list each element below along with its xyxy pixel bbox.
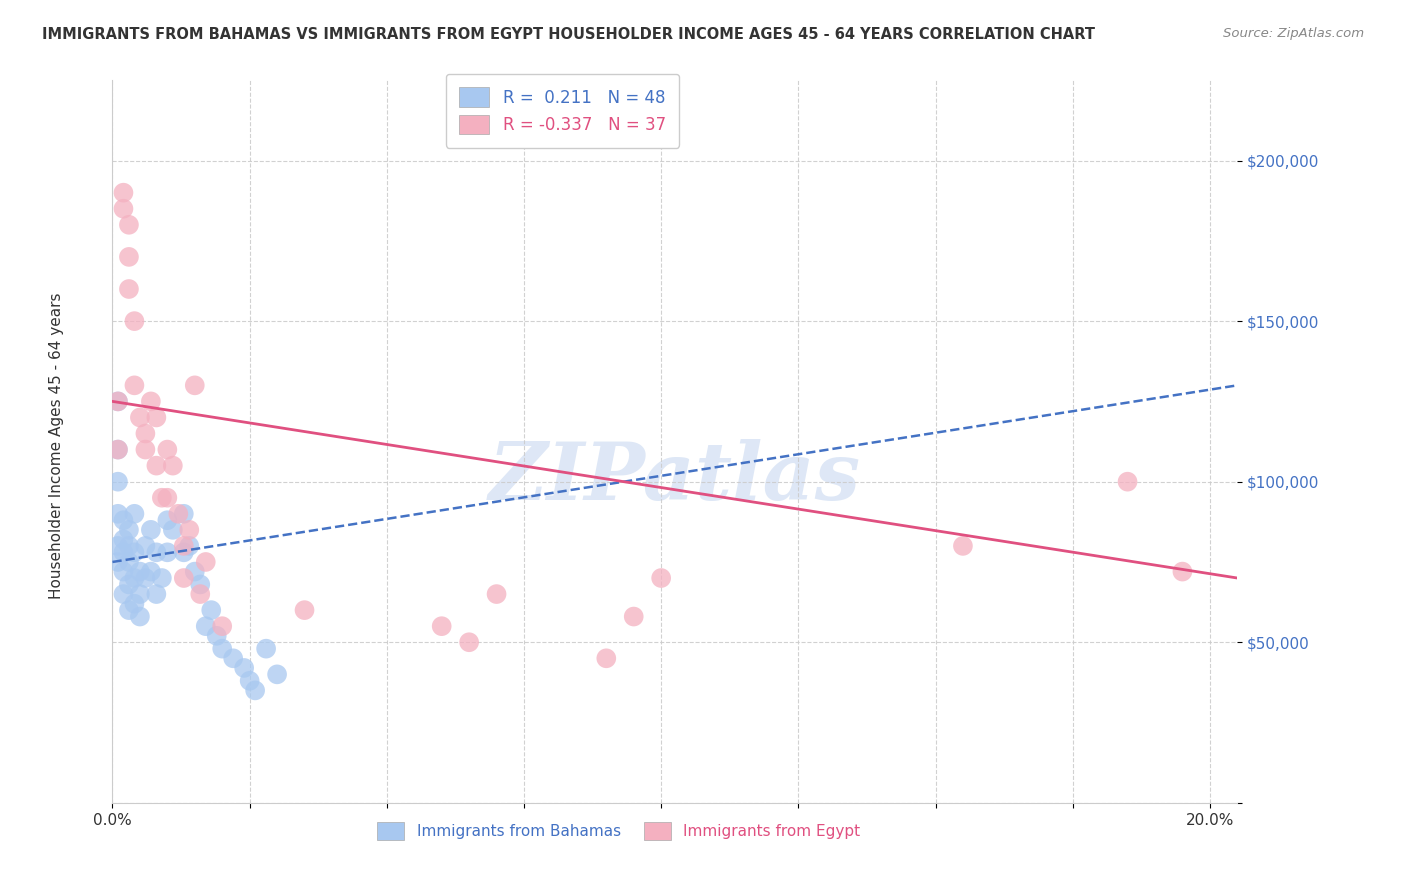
Point: [150, 571, 173, 585]
Point: [162, 458, 184, 473]
Point: [118, 282, 141, 296]
Point: [107, 442, 129, 457]
Point: [112, 513, 135, 527]
Point: [294, 603, 316, 617]
Point: [179, 539, 201, 553]
Point: [167, 507, 190, 521]
Point: [188, 587, 211, 601]
Point: [162, 523, 184, 537]
Point: [194, 619, 217, 633]
Point: [222, 651, 245, 665]
Point: [145, 410, 167, 425]
Point: [112, 587, 135, 601]
Text: Source: ZipAtlas.com: Source: ZipAtlas.com: [1223, 27, 1364, 40]
Point: [173, 507, 195, 521]
Point: [112, 186, 135, 200]
Text: IMMIGRANTS FROM BAHAMAS VS IMMIGRANTS FROM EGYPT HOUSEHOLDER INCOME AGES 45 - 64: IMMIGRANTS FROM BAHAMAS VS IMMIGRANTS FR…: [42, 27, 1095, 42]
Point: [124, 314, 146, 328]
Point: [107, 475, 129, 489]
Point: [173, 545, 195, 559]
Point: [184, 378, 207, 392]
Point: [156, 442, 179, 457]
Point: [179, 523, 201, 537]
Point: [124, 571, 146, 585]
Point: [145, 458, 167, 473]
Point: [1171, 565, 1194, 579]
Point: [211, 619, 233, 633]
Point: [485, 587, 508, 601]
Legend: Immigrants from Bahamas, Immigrants from Egypt: Immigrants from Bahamas, Immigrants from…: [371, 816, 866, 846]
Point: [145, 587, 167, 601]
Point: [205, 629, 228, 643]
Point: [134, 539, 156, 553]
Point: [458, 635, 481, 649]
Point: [188, 577, 211, 591]
Point: [650, 571, 672, 585]
Point: [139, 565, 162, 579]
Point: [129, 609, 152, 624]
Point: [1116, 475, 1139, 489]
Point: [156, 491, 179, 505]
Point: [129, 565, 152, 579]
Point: [118, 218, 141, 232]
Point: [134, 442, 156, 457]
Point: [107, 555, 129, 569]
Point: [107, 539, 129, 553]
Point: [118, 523, 141, 537]
Point: [129, 587, 152, 601]
Point: [194, 555, 217, 569]
Point: [134, 571, 156, 585]
Point: [952, 539, 974, 553]
Point: [243, 683, 266, 698]
Point: [124, 378, 146, 392]
Text: Householder Income Ages 45 - 64 years: Householder Income Ages 45 - 64 years: [49, 293, 63, 599]
Point: [623, 609, 645, 624]
Point: [129, 410, 152, 425]
Point: [145, 545, 167, 559]
Point: [107, 442, 129, 457]
Point: [184, 565, 207, 579]
Point: [112, 565, 135, 579]
Point: [112, 202, 135, 216]
Point: [150, 491, 173, 505]
Point: [134, 426, 156, 441]
Point: [139, 394, 162, 409]
Point: [173, 539, 195, 553]
Point: [118, 577, 141, 591]
Text: ZIPatlas: ZIPatlas: [489, 439, 860, 516]
Point: [156, 545, 179, 559]
Point: [430, 619, 453, 633]
Point: [118, 539, 141, 553]
Point: [156, 513, 179, 527]
Point: [239, 673, 262, 688]
Point: [266, 667, 288, 681]
Point: [124, 597, 146, 611]
Point: [200, 603, 222, 617]
Point: [173, 571, 195, 585]
Point: [107, 394, 129, 409]
Point: [233, 661, 256, 675]
Point: [254, 641, 277, 656]
Point: [112, 533, 135, 547]
Point: [139, 523, 162, 537]
Point: [107, 394, 129, 409]
Point: [118, 603, 141, 617]
Point: [211, 641, 233, 656]
Point: [595, 651, 617, 665]
Point: [124, 507, 146, 521]
Point: [112, 545, 135, 559]
Point: [124, 545, 146, 559]
Point: [118, 555, 141, 569]
Point: [118, 250, 141, 264]
Point: [107, 507, 129, 521]
